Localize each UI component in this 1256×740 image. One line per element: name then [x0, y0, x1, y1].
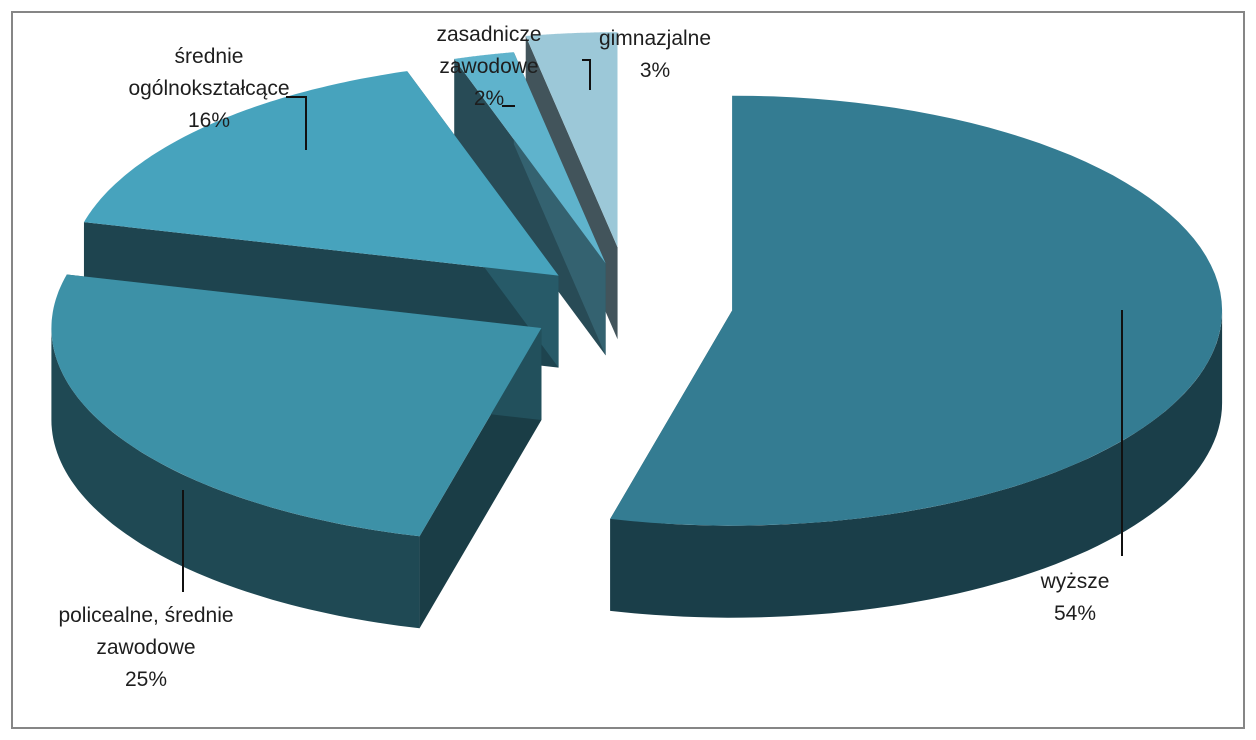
slice-rim	[610, 310, 1223, 618]
slice-category: zawodowe	[96, 636, 195, 659]
slices-layer	[51, 32, 1223, 629]
slice-category: zawodowe	[439, 55, 538, 78]
slice-percent: 54%	[1054, 602, 1096, 625]
slice-category: wyższe	[1040, 570, 1110, 593]
slice-wall	[454, 58, 606, 356]
slice-percent: 2%	[474, 87, 504, 110]
slice-category: średnie	[175, 45, 244, 68]
slice-percent: 3%	[640, 59, 670, 82]
slice-top	[84, 71, 559, 276]
data-label-4: gimnazjalne 3%	[599, 27, 711, 82]
leader-line-2	[286, 96, 307, 150]
leader-line-4	[582, 59, 591, 90]
slice-top	[51, 274, 542, 537]
pie-slice-3	[454, 52, 606, 356]
pie-slice-1	[51, 274, 542, 629]
slice-top	[454, 52, 606, 264]
slice-category: ogólnokształcące	[128, 77, 289, 100]
labels-layer: wyższe 54% policealne, średnie zawodowe 25% ś…	[58, 23, 1109, 691]
leader-lines	[182, 59, 1123, 592]
pie-slice-0	[610, 95, 1223, 618]
slice-top	[525, 32, 618, 248]
data-label-1: policealne, średnie zawodowe 25%	[58, 604, 233, 691]
pie-slice-2	[83, 71, 559, 368]
data-label-0: wyższe 54%	[1040, 570, 1110, 625]
slice-percent: 16%	[188, 109, 230, 132]
data-label-3: zasadnicze zawodowe 2%	[436, 23, 541, 110]
data-label-2: średnie ogólnokształcące 16%	[128, 45, 289, 132]
slice-category: gimnazjalne	[599, 27, 711, 50]
slice-category: zasadnicze	[436, 23, 541, 46]
slice-rim	[51, 328, 420, 629]
slice-top	[610, 95, 1223, 526]
slice-percent: 25%	[125, 668, 167, 691]
slice-category: policealne, średnie	[58, 604, 233, 627]
